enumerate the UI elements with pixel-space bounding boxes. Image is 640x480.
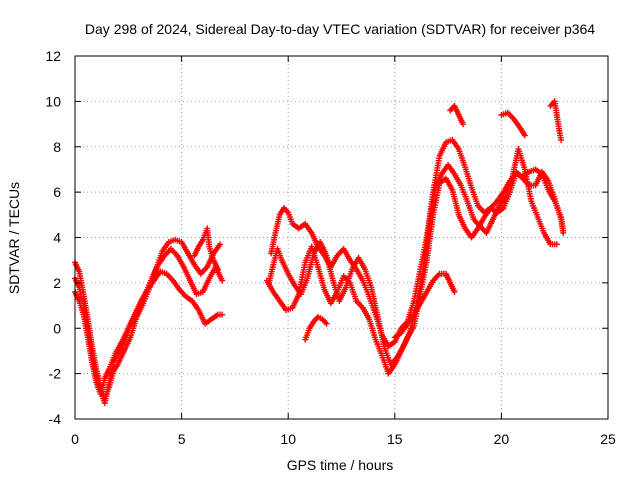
- data-point: [451, 288, 458, 295]
- x-tick-label: 0: [71, 431, 79, 447]
- x-tick-label: 15: [387, 431, 403, 447]
- x-tick-label: 20: [494, 431, 510, 447]
- data-point: [560, 229, 567, 236]
- data-point: [219, 277, 226, 284]
- axis-ticks: 0 5 10 15 20 25 -4 -2 0 2 4 6 8 10 12: [45, 48, 616, 447]
- y-tick-label: 10: [45, 93, 61, 109]
- y-tick-label: -4: [49, 411, 62, 427]
- data-point: [521, 132, 528, 139]
- y-axis-label: SDTVAR / TECUs: [6, 182, 22, 294]
- data-point: [460, 121, 467, 128]
- y-tick-label: 4: [53, 230, 61, 246]
- y-tick-label: 6: [53, 184, 61, 200]
- y-tick-label: 2: [53, 275, 61, 291]
- x-tick-label: 25: [600, 431, 616, 447]
- y-tick-label: 12: [45, 48, 61, 64]
- data-point: [323, 320, 330, 327]
- chart-title: Day 298 of 2024, Sidereal Day-to-day VTE…: [85, 21, 595, 37]
- data-points: [72, 98, 567, 407]
- x-tick-label: 5: [178, 431, 186, 447]
- data-point: [214, 266, 221, 273]
- data-point: [216, 241, 223, 248]
- data-point: [219, 311, 226, 318]
- y-tick-label: 0: [53, 320, 61, 336]
- y-tick-label: -2: [49, 366, 62, 382]
- data-point: [558, 136, 565, 143]
- y-tick-label: 8: [53, 139, 61, 155]
- data-point: [553, 241, 560, 248]
- x-axis-label: GPS time / hours: [287, 457, 394, 473]
- x-tick-label: 10: [280, 431, 296, 447]
